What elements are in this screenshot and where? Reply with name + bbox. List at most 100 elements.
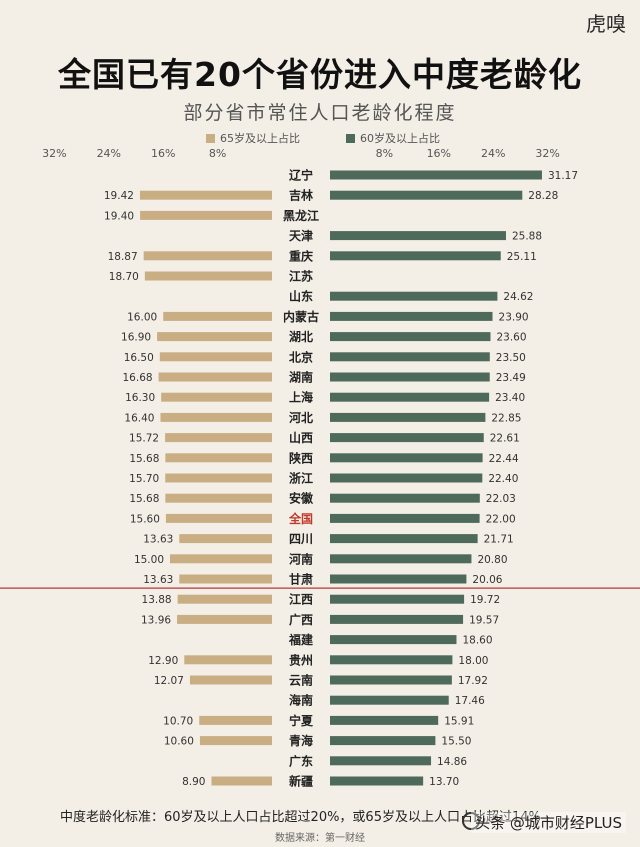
data-label-60: 23.90	[499, 311, 529, 323]
category-label: 广东	[289, 753, 313, 768]
category-label: 青海	[289, 733, 313, 748]
category-label: 湖南	[289, 370, 313, 385]
category-label: 新疆	[289, 774, 313, 789]
data-label-65: 13.88	[142, 594, 172, 606]
bar-65	[159, 352, 272, 362]
bar-60	[330, 311, 493, 321]
data-label-65: 15.70	[129, 473, 159, 485]
bar-60	[330, 190, 523, 200]
data-label-65: 16.90	[121, 332, 151, 344]
data-label-65: 13.63	[143, 574, 173, 586]
data-label-60: 14.86	[437, 756, 467, 768]
data-label-60: 17.92	[458, 675, 488, 687]
data-label-65: 19.40	[104, 210, 134, 222]
bar-65	[199, 715, 272, 725]
bar-60	[330, 655, 453, 665]
data-label-65: 13.63	[143, 534, 173, 546]
data-label-65: 15.60	[130, 513, 160, 525]
category-label: 江西	[289, 592, 313, 607]
bar-60	[330, 291, 498, 301]
data-label-65: 13.96	[141, 614, 171, 626]
data-label-60: 22.44	[489, 453, 519, 465]
data-label-60: 23.49	[496, 372, 526, 384]
bar-60	[330, 453, 483, 463]
category-label: 河南	[288, 551, 313, 566]
data-label-65: 15.00	[134, 554, 164, 566]
category-label: 甘肃	[289, 572, 313, 587]
bar-65	[179, 534, 272, 544]
bar-60	[330, 513, 480, 523]
category-label: 吉林	[289, 188, 313, 203]
category-label: 辽宁	[289, 168, 313, 183]
data-label-65: 16.50	[124, 352, 154, 364]
bar-60	[330, 695, 449, 705]
data-label-60: 18.60	[462, 635, 492, 647]
footnote: 中度老龄化标准：60岁及以上人口占比超过20%，或65岁及以上人口占比超过14%	[60, 810, 541, 825]
bar-65	[184, 655, 272, 665]
bar-60	[330, 736, 436, 746]
data-label-65: 10.70	[163, 715, 193, 727]
data-label-60: 23.50	[496, 352, 526, 364]
category-label: 内蒙古	[283, 309, 319, 324]
legend-label-60: 60岁及以上占比	[360, 132, 440, 145]
bar-65	[165, 433, 272, 443]
data-label-60: 15.91	[444, 715, 474, 727]
data-label-60: 22.61	[490, 433, 520, 445]
bar-65	[163, 311, 272, 321]
bar-65	[189, 675, 272, 685]
x-tick-right: 8%	[376, 147, 393, 160]
data-label-60: 13.70	[429, 776, 459, 788]
legend-label-65: 65岁及以上占比	[220, 132, 300, 145]
data-label-60: 28.28	[528, 190, 558, 202]
bar-65	[165, 513, 272, 523]
data-label-60: 20.06	[472, 574, 502, 586]
category-label: 江苏	[289, 269, 313, 284]
data-label-60: 25.11	[507, 251, 537, 263]
category-label: 宁夏	[289, 713, 314, 728]
bar-65	[165, 473, 272, 483]
bar-65	[144, 271, 272, 281]
data-label-60: 18.00	[458, 655, 488, 667]
x-tick-right: 24%	[481, 147, 505, 160]
bar-60	[330, 433, 484, 443]
data-label-60: 20.80	[477, 554, 507, 566]
data-label-60: 23.40	[495, 392, 525, 404]
category-label: 四川	[289, 532, 313, 546]
data-label-60: 25.88	[512, 231, 542, 243]
chart-title: 全国已有20个省份进入中度老龄化	[58, 55, 582, 94]
category-label: 广西	[289, 612, 313, 627]
bar-65	[165, 493, 272, 503]
category-label: 湖北	[289, 329, 313, 344]
bar-60	[330, 715, 439, 725]
category-label: 山西	[289, 430, 313, 445]
data-label-60: 19.72	[470, 594, 500, 606]
bar-60	[330, 493, 480, 503]
data-label-65: 19.42	[104, 190, 134, 202]
category-label: 北京	[289, 349, 313, 364]
x-tick-left: 32%	[42, 147, 66, 160]
bar-60	[330, 614, 464, 624]
data-label-65: 15.68	[129, 493, 159, 505]
legend-swatch-65	[206, 133, 215, 143]
category-label: 福建	[288, 632, 314, 647]
bar-65	[139, 190, 272, 200]
bar-60	[330, 756, 432, 766]
bar-60	[330, 352, 490, 362]
data-label-60: 15.50	[441, 736, 471, 748]
bar-65	[179, 574, 272, 584]
data-label-60: 22.00	[486, 513, 516, 525]
x-tick-right: 32%	[535, 147, 559, 160]
category-label: 河北	[288, 410, 313, 425]
bar-65	[177, 614, 272, 624]
legend-65: 65岁及以上占比	[206, 130, 300, 146]
data-label-65: 8.90	[182, 776, 205, 788]
data-source: 数据来源：第一财经	[275, 833, 365, 844]
bar-60	[330, 332, 491, 342]
bar-65	[211, 776, 272, 786]
category-label: 上海	[289, 390, 313, 405]
bar-65	[157, 332, 272, 342]
bar-60	[330, 574, 467, 584]
data-label-65: 12.90	[148, 655, 178, 667]
bar-65	[160, 412, 272, 422]
category-label: 贵州	[289, 652, 313, 667]
